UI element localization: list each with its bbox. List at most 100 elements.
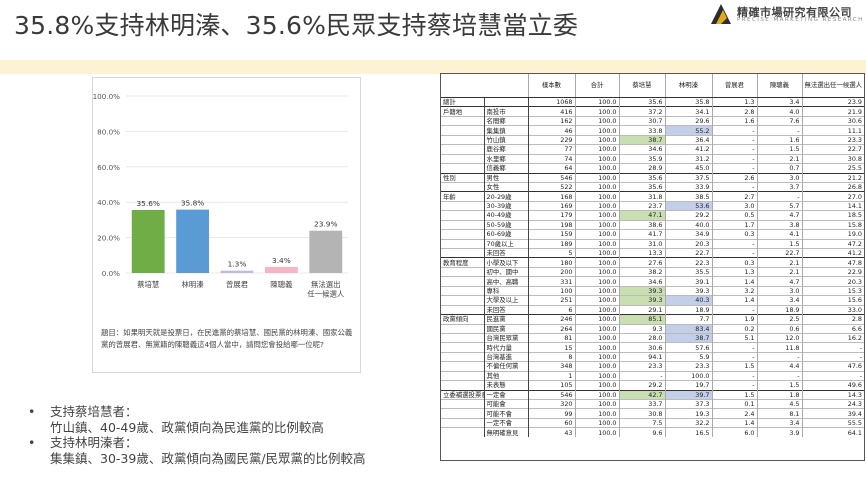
table-cell: 15 [527, 342, 575, 353]
table-cell: 9.3 [618, 323, 665, 334]
finding-1-head: 支持蔡培慧者： [50, 404, 138, 419]
table-cell: 100.0 [574, 276, 619, 287]
table-cell: 38.7 [618, 134, 665, 145]
group-label [441, 342, 484, 353]
table-cell: 22.7 [756, 247, 802, 258]
table-row: 未回答 6 100.0 29.1 18.9-18.9 33.0 [441, 304, 864, 315]
table-cell: 4.7 [756, 210, 802, 221]
table-cell: 35.8 [664, 96, 712, 107]
table-cell: 3.4 [756, 295, 802, 306]
group-label [441, 229, 484, 240]
subgroup-label: 名間鄉 [483, 115, 529, 126]
y-tick-label: 0.0% [102, 269, 120, 278]
subgroup-label: 20-29歲 [483, 191, 529, 202]
table-cell: 2.6 [711, 172, 757, 183]
table-cell: 229 [527, 134, 575, 145]
table-cell: 100.0 [574, 210, 619, 221]
subgroup-label: 鹿谷鄉 [483, 144, 529, 155]
table-cell: 53.6 [664, 200, 712, 211]
table-cell: 0.2 [711, 323, 757, 334]
group-label [441, 304, 484, 315]
crosstab-panel: 樣本數 合計 蔡培慧 林明溱 曾展君 陳聰義 無法選出任一候選人 總計 1068 100.0 35.… [440, 73, 865, 461]
table-cell: 416 [527, 106, 575, 117]
table-cell: 23.3 [618, 361, 665, 372]
table-cell: 2.4 [711, 408, 757, 419]
table-cell: 34.1 [664, 106, 712, 117]
category-label: 曾展君 [226, 280, 248, 289]
data-label: 3.4% [272, 256, 291, 265]
table-cell: 0.1 [711, 398, 757, 409]
group-label [441, 351, 484, 362]
subgroup-label: 小學及以下 [483, 257, 529, 268]
table-cell: 1.6 [711, 115, 757, 126]
group-label [441, 323, 484, 334]
table-cell: 100.0 [574, 163, 619, 173]
table-cell: 100.0 [574, 408, 619, 419]
column-header: 樣本數 [527, 74, 575, 98]
subgroup-label: 女性 [483, 181, 529, 192]
table-cell: 1 [527, 370, 575, 381]
table-cell: 38.7 [664, 332, 712, 343]
group-label [441, 125, 484, 136]
table-cell: 42.7 [618, 389, 665, 400]
table-cell: 29.2 [664, 210, 712, 221]
data-label: 23.9% [314, 220, 337, 229]
table-cell: 94.1 [618, 351, 665, 362]
subgroup-label: 50-59歲 [483, 219, 529, 230]
table-cell: 7.6 [756, 115, 802, 126]
group-label: 教育程度 [441, 257, 484, 268]
group-label [441, 380, 484, 391]
table-cell: 100.0 [574, 417, 619, 428]
table-cell: 30.6 [618, 342, 665, 353]
table-cell: 168 [527, 191, 575, 202]
data-label: 35.6% [136, 199, 159, 208]
subgroup-label [483, 96, 529, 107]
table-cell: - [711, 144, 757, 155]
logo-icon [711, 4, 731, 24]
subgroup-label: 時代力量 [483, 342, 529, 353]
subgroup-label: 未表態 [483, 380, 529, 391]
table-cell: 6.6 [801, 323, 864, 334]
table-cell: 60 [527, 417, 575, 428]
subgroup-label: 台灣基進 [483, 351, 529, 362]
table-cell: 37.3 [664, 398, 712, 409]
column-header: 合計 [574, 74, 619, 98]
group-label [441, 266, 484, 277]
table-cell: 55.2 [664, 125, 712, 136]
table-cell: 1.5 [711, 361, 757, 372]
table-cell: 100.0 [574, 238, 619, 249]
subgroup-label: 大學及以上 [483, 295, 529, 306]
column-header: 無法選出任一候選人 [801, 74, 864, 98]
table-cell: 100.0 [574, 219, 619, 230]
table-cell: 100.0 [574, 96, 619, 107]
table-cell: 4.0 [756, 106, 802, 117]
table-cell: 100.0 [574, 342, 619, 353]
group-label [441, 332, 484, 343]
group-label [441, 134, 484, 145]
subgroup-label: 30-39歲 [483, 200, 529, 211]
table-cell: 100.0 [574, 304, 619, 315]
table-cell: 100.0 [574, 389, 619, 400]
finding-2-head: 支持林明溱者： [50, 435, 138, 450]
subgroup-label: 可能會 [483, 398, 529, 409]
table-cell: 35.5 [664, 266, 712, 277]
table-cell: 169 [527, 200, 575, 211]
table-cell: 40.3 [664, 295, 712, 306]
table-cell: 100.0 [574, 398, 619, 409]
table-cell: 55.5 [801, 417, 864, 428]
table-cell: 1.5 [756, 144, 802, 155]
table-cell: 38.5 [664, 191, 712, 202]
table-cell: 1.3 [711, 266, 757, 277]
subgroup-label: 水里鄉 [483, 153, 529, 164]
table-cell: 1.4 [711, 417, 757, 428]
table-cell: 15.8 [801, 219, 864, 230]
table-cell: - [711, 380, 757, 391]
group-label [441, 153, 484, 164]
table-cell: 15.6 [801, 295, 864, 306]
table-cell: 74 [527, 153, 575, 164]
table-cell: 47.1 [618, 210, 665, 221]
table-cell: 198 [527, 219, 575, 230]
chart-panel: 0.0% 20.0% 40.0% 60.0% 80.0% 100.0% 35.6% 蔡培慧 35… [92, 77, 361, 373]
table-row: 名間鄉 162 100.0 30.7 29.6 1.6 7.6 30.6 [441, 115, 864, 126]
table-cell: 546 [527, 389, 575, 400]
